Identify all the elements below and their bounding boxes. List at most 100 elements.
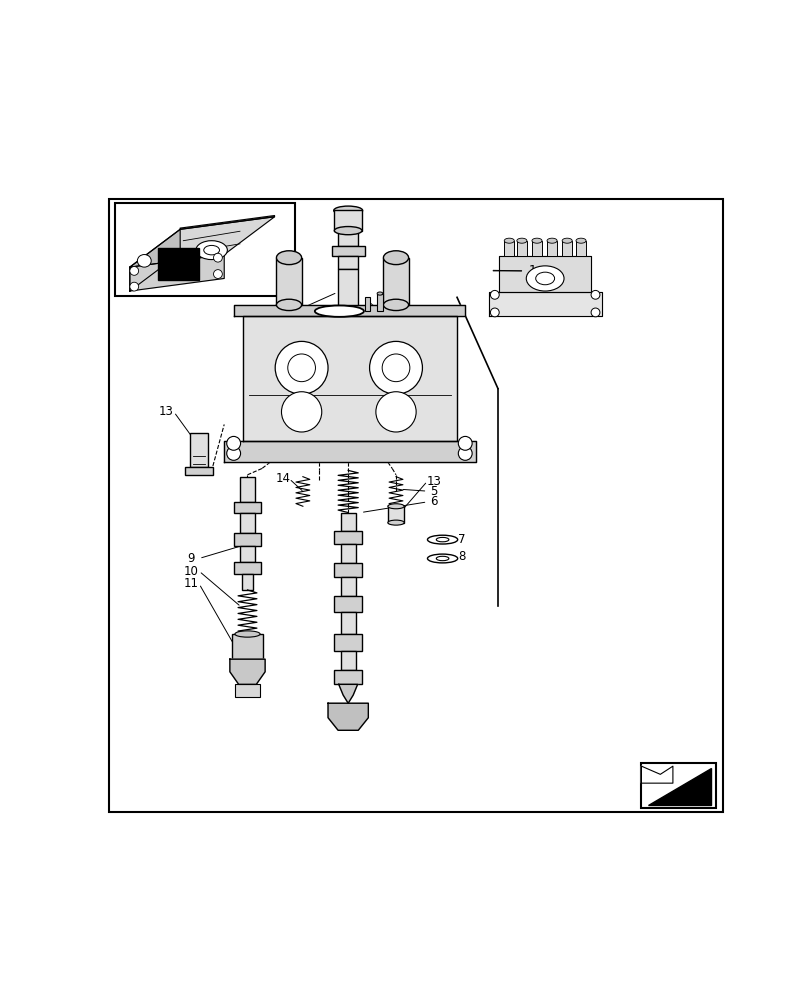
Ellipse shape <box>517 238 526 243</box>
Polygon shape <box>230 659 265 684</box>
Ellipse shape <box>195 241 227 260</box>
Polygon shape <box>180 216 274 229</box>
Text: 1: 1 <box>528 264 536 277</box>
Ellipse shape <box>315 306 363 317</box>
Ellipse shape <box>504 238 513 243</box>
Circle shape <box>382 354 410 382</box>
Bar <box>234 533 261 546</box>
Bar <box>332 246 364 256</box>
Bar <box>337 231 358 246</box>
Ellipse shape <box>276 251 301 265</box>
Bar <box>341 513 355 531</box>
Polygon shape <box>641 766 672 783</box>
Bar <box>531 241 542 256</box>
Bar <box>383 258 408 305</box>
Ellipse shape <box>204 245 219 255</box>
Bar <box>240 546 255 562</box>
Bar <box>364 297 369 311</box>
Text: 4: 4 <box>394 325 401 338</box>
Circle shape <box>275 341 328 394</box>
Polygon shape <box>488 292 601 316</box>
Ellipse shape <box>234 631 260 637</box>
Text: 8: 8 <box>457 550 465 563</box>
Circle shape <box>369 341 422 394</box>
Circle shape <box>490 308 499 317</box>
Bar <box>185 467 212 475</box>
Circle shape <box>457 446 471 460</box>
Circle shape <box>490 290 499 299</box>
Bar <box>234 562 261 574</box>
Bar <box>276 258 301 305</box>
Text: 3: 3 <box>260 327 267 340</box>
Bar <box>234 684 260 697</box>
Bar <box>561 241 572 256</box>
Circle shape <box>590 308 599 317</box>
Circle shape <box>457 436 471 450</box>
Bar <box>337 256 358 269</box>
Circle shape <box>375 392 416 432</box>
Polygon shape <box>130 217 274 267</box>
Circle shape <box>590 290 599 299</box>
Bar <box>504 241 513 256</box>
Ellipse shape <box>547 238 556 243</box>
Ellipse shape <box>561 238 572 243</box>
Polygon shape <box>130 255 224 291</box>
Ellipse shape <box>376 292 382 295</box>
Text: 11: 11 <box>183 577 198 590</box>
Ellipse shape <box>535 272 554 285</box>
Bar <box>341 612 355 634</box>
Circle shape <box>130 266 139 275</box>
Bar <box>341 651 355 670</box>
Circle shape <box>226 436 240 450</box>
Polygon shape <box>224 441 475 462</box>
Bar <box>234 502 261 513</box>
Ellipse shape <box>526 266 564 291</box>
Text: 14: 14 <box>275 472 290 485</box>
Ellipse shape <box>427 535 457 544</box>
Bar <box>641 763 714 808</box>
Circle shape <box>281 392 321 432</box>
Ellipse shape <box>436 556 448 561</box>
Bar <box>240 513 255 533</box>
Text: 2: 2 <box>260 315 268 328</box>
Text: 12: 12 <box>391 314 406 327</box>
Bar <box>334 531 362 544</box>
Polygon shape <box>328 703 368 730</box>
Circle shape <box>287 354 315 382</box>
Text: 7: 7 <box>457 533 465 546</box>
Ellipse shape <box>575 238 586 243</box>
Bar <box>242 574 252 590</box>
Bar <box>231 634 263 659</box>
Polygon shape <box>338 684 357 703</box>
Bar <box>334 596 362 612</box>
Text: 5: 5 <box>430 485 437 498</box>
Bar <box>334 670 362 684</box>
Bar <box>388 506 404 523</box>
Circle shape <box>226 446 240 460</box>
Text: 10: 10 <box>183 565 198 578</box>
Bar <box>115 203 294 296</box>
Ellipse shape <box>388 520 404 525</box>
Ellipse shape <box>388 504 404 509</box>
Text: 9: 9 <box>187 552 195 565</box>
Ellipse shape <box>137 255 151 267</box>
Ellipse shape <box>427 554 457 563</box>
Text: 6: 6 <box>430 495 437 508</box>
Ellipse shape <box>531 238 542 243</box>
Bar <box>575 241 586 256</box>
Bar <box>547 241 556 256</box>
Ellipse shape <box>333 206 363 215</box>
Bar <box>158 248 199 280</box>
Bar <box>334 210 362 231</box>
Circle shape <box>213 270 222 278</box>
Ellipse shape <box>383 299 408 311</box>
Polygon shape <box>647 768 710 805</box>
Bar <box>376 294 382 311</box>
Text: 13: 13 <box>426 475 440 488</box>
Bar <box>334 563 362 577</box>
Ellipse shape <box>383 251 408 265</box>
Circle shape <box>213 253 222 262</box>
Bar <box>341 544 355 563</box>
Bar <box>517 241 526 256</box>
Bar <box>190 433 208 467</box>
